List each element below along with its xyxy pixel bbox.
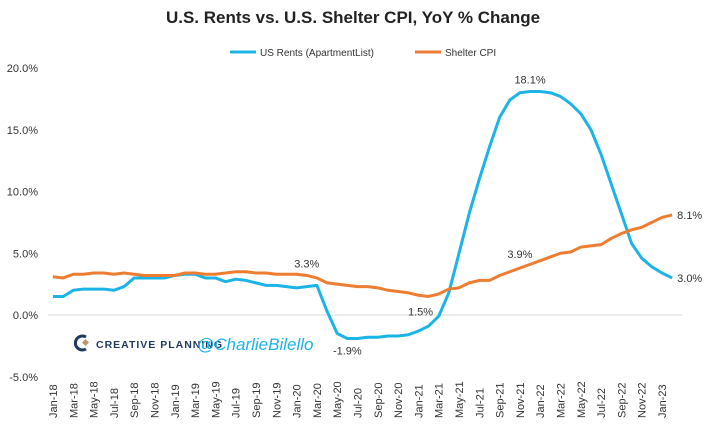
data-label: 8.1% <box>677 210 702 222</box>
legend-label: Shelter CPI <box>445 48 496 59</box>
x-tick-label: Sep-20 <box>373 383 385 418</box>
x-tick-label: May-20 <box>332 381 344 418</box>
x-tick-label: May-22 <box>576 381 588 418</box>
x-tick-label: Jan-19 <box>170 384 182 418</box>
legend-label: US Rents (ApartmentList) <box>260 48 374 59</box>
x-tick-label: Jul-21 <box>474 388 486 418</box>
x-tick-label: May-19 <box>210 381 222 418</box>
data-label: 1.5% <box>408 306 433 318</box>
watermark-logo <box>73 334 90 352</box>
y-tick-label: 0.0% <box>13 310 38 322</box>
series-line-us-rents <box>53 89 673 340</box>
watermark-brand: CREATIVE PLANNING <box>96 339 223 351</box>
x-tick-label: Mar-22 <box>556 383 568 418</box>
y-tick-label: 20.0% <box>7 63 38 75</box>
x-tick-label: Jul-18 <box>109 388 121 418</box>
x-tick-label: Jan-22 <box>535 384 547 418</box>
x-tick-label: Jul-22 <box>596 388 608 418</box>
x-tick-label: Jul-19 <box>231 388 243 418</box>
y-tick-label: 5.0% <box>13 248 38 260</box>
y-tick-label: 15.0% <box>7 125 38 137</box>
creative-planning-logo-icon <box>73 334 87 352</box>
data-label: 18.1% <box>514 74 545 86</box>
x-tick-label: Jul-20 <box>353 388 365 418</box>
x-tick-label: Nov-21 <box>515 383 527 418</box>
data-label: -1.9% <box>333 345 362 357</box>
x-tick-label: Sep-22 <box>616 383 628 418</box>
x-tick-label: Sep-21 <box>495 383 507 418</box>
data-label: 3.0% <box>677 273 702 285</box>
chart-title: U.S. Rents vs. U.S. Shelter CPI, YoY % C… <box>165 8 541 27</box>
x-tick-label: Nov-20 <box>393 383 405 418</box>
y-tick-label: -5.0% <box>9 372 38 384</box>
x-tick-label: May-21 <box>454 381 466 418</box>
data-label: 3.9% <box>507 249 532 261</box>
x-tick-label: Mar-21 <box>434 383 446 418</box>
x-tick-label: Mar-20 <box>312 383 324 418</box>
x-tick-label: Sep-19 <box>251 383 263 418</box>
x-tick-label: Mar-19 <box>190 383 202 418</box>
x-tick-label: Nov-22 <box>637 383 649 418</box>
y-tick-label: 10.0% <box>7 187 38 199</box>
x-tick-label: Nov-19 <box>271 383 283 418</box>
data-label: 3.3% <box>294 258 319 270</box>
x-tick-label: Mar-18 <box>68 383 80 418</box>
x-tick-label: Jan-20 <box>292 384 304 418</box>
x-tick-label: Jan-23 <box>657 384 669 418</box>
x-tick-label: Nov-18 <box>150 383 162 418</box>
x-tick-label: Jan-18 <box>48 384 60 418</box>
x-tick-label: Jan-21 <box>413 384 425 418</box>
watermark-handle: @CharlieBilello <box>197 335 313 354</box>
x-tick-label: Sep-18 <box>129 383 141 418</box>
x-tick-label: May-18 <box>89 381 101 418</box>
series-line-shelter-cpi <box>52 213 673 298</box>
